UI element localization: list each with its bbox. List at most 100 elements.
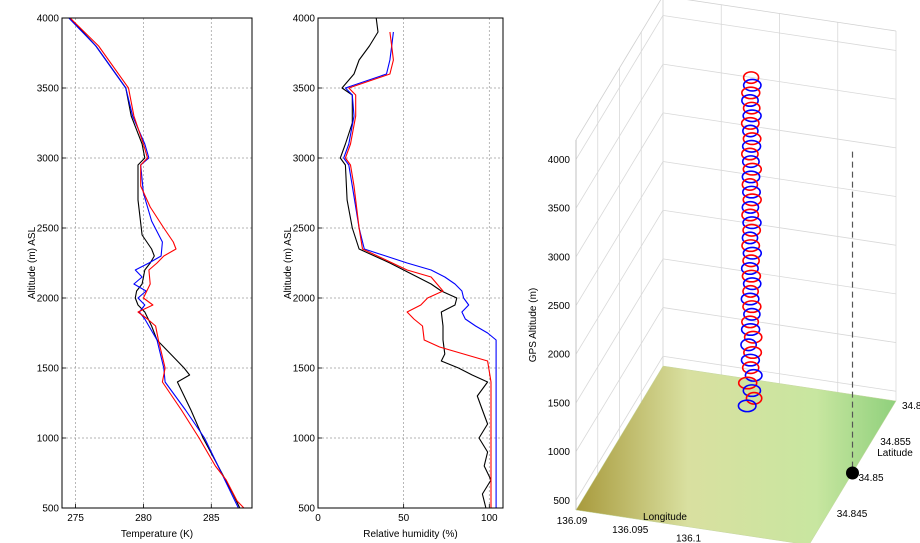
profile-line-2 [68, 17, 239, 509]
spiral-loop [742, 71, 760, 85]
latitude-tick-label: 34.85 [859, 473, 884, 484]
gps-altitude-axis-label: GPS Altitude (m) [528, 288, 539, 362]
y-tick-label: 500 [42, 504, 59, 515]
temperature-y-axis-label: Altitude (m) ASL [27, 226, 38, 299]
x-tick-label: 0 [315, 513, 321, 524]
spiral-loop [742, 246, 763, 260]
z-tick-label: 1500 [548, 398, 571, 409]
spiral-loop [740, 322, 761, 337]
temperature-tick-labels: 275 280 285 500 1000 1500 2000 2500 3000 3500 4000 [37, 14, 220, 525]
spiral-loop [742, 284, 760, 298]
gps-trajectory-3d-chart: 500 1000 1500 2000 2500 3000 3500 4000 136.09 136… [528, 0, 920, 543]
humidity-x-axis-label: Relative humidity (%) [363, 529, 457, 540]
spiral-loop [741, 315, 760, 329]
temperature-x-axis-label: Temperature (K) [121, 529, 193, 540]
spiral-loop [737, 399, 757, 413]
spiral-loop [742, 223, 762, 237]
spiral-loop [742, 109, 762, 123]
profile-line-2 [343, 31, 497, 508]
spiral-loop [744, 368, 763, 382]
trajectory-3d-tick-labels: 500 1000 1500 2000 2500 3000 3500 4000 136.09 136… [548, 155, 920, 543]
latitude-axis-label: Latitude [877, 448, 913, 459]
spiral-loop [742, 101, 761, 115]
spiral-loop [742, 132, 762, 146]
top-edge [686, 0, 897, 32]
spiral-loop [743, 307, 761, 321]
temperature-profile-chart: 275 280 285 500 1000 1500 2000 2500 3000 3500 4000… [27, 14, 253, 540]
spiral-loop [740, 147, 759, 161]
y-tick-label: 3500 [37, 84, 60, 95]
profile-line-3 [69, 17, 245, 509]
humidity-profile-chart: 0 50 100 500 1000 1500 2000 2500 3000 3500 4000 Re… [283, 14, 504, 540]
temperature-series-group [68, 17, 245, 509]
y-tick-label: 4000 [293, 14, 316, 25]
spiral-loop [745, 391, 763, 405]
spiral-loop [742, 162, 763, 176]
spiral-loop [741, 177, 759, 192]
terrain-surface [575, 365, 897, 543]
humidity-series-group [339, 17, 497, 509]
x-tick-label: 50 [398, 513, 410, 524]
spiral-loop [740, 261, 759, 276]
spiral-loop [741, 139, 762, 153]
spiral-loop [741, 155, 760, 169]
spiral-loop [741, 239, 761, 253]
x-tick-label: 285 [203, 513, 220, 524]
spiral-loop [741, 208, 760, 222]
latitude-tick-label: 34.855 [880, 437, 911, 448]
spiral-loop [741, 170, 761, 184]
y-tick-label: 2500 [293, 224, 316, 235]
spiral-loop [742, 254, 760, 268]
y-tick-label: 3000 [293, 154, 316, 165]
spiral-loop [740, 338, 758, 352]
spiral-loop [740, 116, 760, 130]
spiral-loop [742, 384, 762, 398]
spiral-loop [741, 185, 762, 199]
z-tick-label: 3500 [548, 204, 571, 215]
y-tick-label: 3500 [293, 84, 316, 95]
x-tick-label: 280 [135, 513, 152, 524]
humidity-tick-labels: 0 50 100 500 1000 1500 2000 2500 3000 3500 4000 [293, 14, 498, 525]
y-tick-label: 1000 [293, 434, 316, 445]
location-marker [846, 466, 859, 480]
spiral-loop [741, 269, 762, 283]
profile-line-3 [344, 31, 492, 508]
trajectory-3d-back-grid [575, 0, 897, 510]
latitude-tick-label: 34.86 [902, 401, 920, 412]
longitude-tick-label: 136.09 [557, 516, 588, 527]
y-tick-label: 2000 [37, 294, 60, 305]
balloon-spiral-trajectory [737, 71, 763, 413]
spiral-loop [741, 361, 760, 375]
y-tick-label: 500 [298, 504, 315, 515]
y-tick-label: 1000 [37, 434, 60, 445]
longitude-tick-label: 136.095 [612, 525, 649, 536]
humidity-plot-frame [317, 17, 504, 509]
z-tick-label: 3000 [548, 252, 571, 263]
y-tick-label: 3000 [37, 154, 60, 165]
spiral-loop [743, 330, 763, 344]
y-tick-label: 1500 [37, 364, 60, 375]
longitude-axis-label: Longitude [643, 512, 687, 523]
z-tick-label: 500 [553, 496, 570, 507]
top-edge [575, 0, 662, 141]
spiral-loop [741, 200, 760, 214]
latitude-tick-label: 34.845 [837, 509, 868, 520]
z-tick-label: 2500 [548, 301, 571, 312]
spiral-loop [742, 78, 762, 92]
longitude-tick-label: 136.1 [676, 534, 701, 543]
x-tick-label: 100 [481, 513, 498, 524]
y-tick-label: 2000 [293, 294, 316, 305]
y-tick-label: 2500 [37, 224, 60, 235]
spiral-loop [740, 353, 761, 367]
spiral-loop [741, 231, 759, 245]
spiral-loop [741, 86, 761, 100]
z-tick-label: 2000 [548, 350, 571, 361]
temperature-plot-frame [61, 17, 253, 509]
spiral-loop [737, 376, 758, 390]
spiral-loop [742, 300, 762, 314]
spiral-loop [742, 277, 762, 291]
spiral-loop [741, 93, 759, 108]
z-tick-label: 1000 [548, 447, 571, 458]
spiral-loop [740, 292, 760, 306]
